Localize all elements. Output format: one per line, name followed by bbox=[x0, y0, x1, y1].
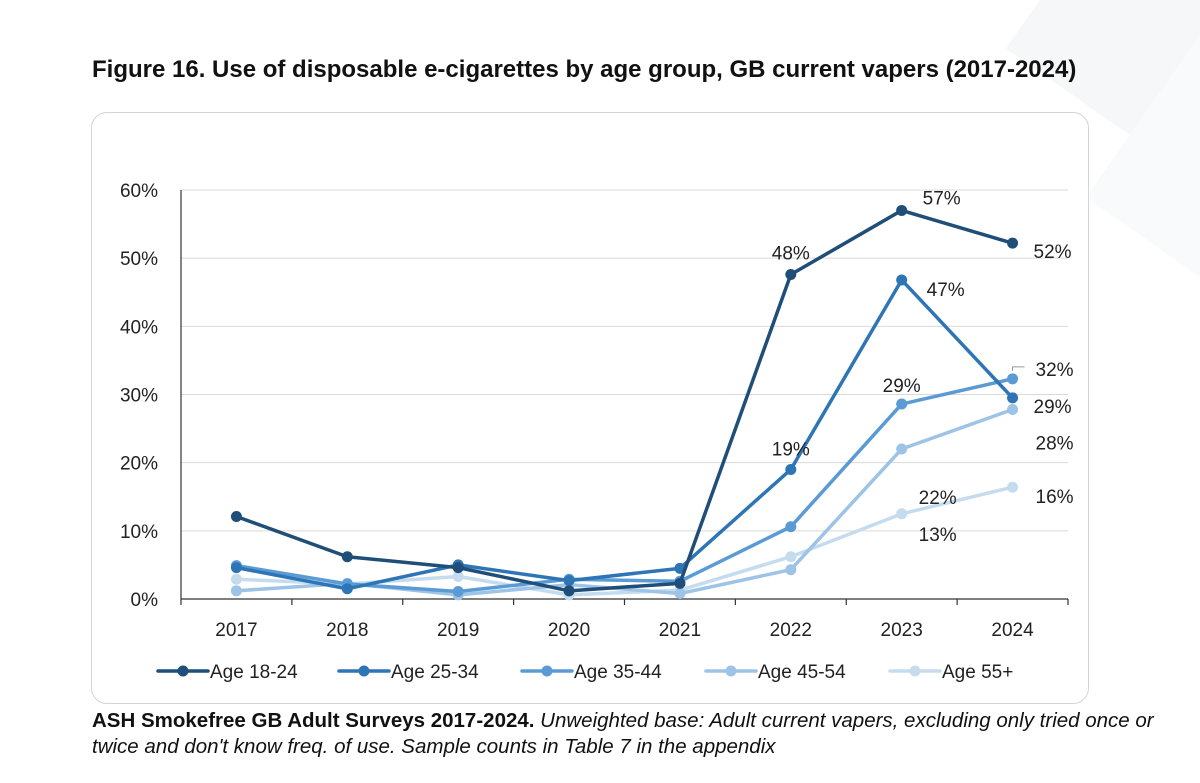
source-italic: Unweighted base: Adult current vapers, e… bbox=[92, 709, 1154, 758]
data-label: 47% bbox=[927, 280, 965, 301]
data-point bbox=[1007, 237, 1019, 249]
label-leader-line bbox=[1012, 366, 1025, 371]
series-line bbox=[234, 208, 1015, 593]
data-label: 28% bbox=[1036, 433, 1074, 454]
x-tick-label: 2022 bbox=[770, 620, 812, 641]
data-point bbox=[563, 585, 575, 597]
data-point bbox=[896, 508, 908, 520]
data-point bbox=[785, 521, 797, 533]
y-tick-label: 40% bbox=[120, 317, 158, 338]
data-point bbox=[230, 562, 242, 574]
legend-marker bbox=[725, 665, 737, 677]
data-label: 29% bbox=[1034, 397, 1072, 418]
data-label: 48% bbox=[772, 244, 810, 265]
x-tick-label: 2020 bbox=[548, 620, 590, 641]
y-tick-label: 30% bbox=[120, 386, 158, 407]
legend-marker bbox=[541, 665, 553, 677]
x-tick-label: 2017 bbox=[215, 620, 257, 641]
data-point bbox=[230, 585, 242, 597]
data-point bbox=[1007, 481, 1019, 493]
legend-marker bbox=[177, 665, 189, 677]
x-tick-label: 2023 bbox=[881, 620, 923, 641]
data-point bbox=[785, 269, 797, 281]
data-label: 13% bbox=[919, 525, 957, 546]
figure-title: Figure 16. Use of disposable e-cigarette… bbox=[92, 56, 1077, 83]
chart-card bbox=[91, 112, 1089, 704]
data-point bbox=[674, 577, 686, 589]
x-tick-label: 2021 bbox=[659, 620, 701, 641]
x-tick-label: 2024 bbox=[991, 620, 1034, 641]
data-point bbox=[230, 573, 242, 585]
data-label: 22% bbox=[919, 488, 957, 509]
legend-label: Age 55+ bbox=[942, 662, 1013, 683]
data-point bbox=[230, 511, 242, 523]
data-point bbox=[896, 443, 908, 455]
data-label: 16% bbox=[1036, 487, 1074, 508]
y-tick-label: 20% bbox=[120, 454, 158, 475]
data-point bbox=[341, 551, 353, 563]
data-label: 19% bbox=[772, 439, 810, 460]
legend-marker bbox=[358, 665, 370, 677]
data-point bbox=[896, 274, 908, 286]
gridlines bbox=[181, 189, 1068, 532]
series-line bbox=[234, 377, 1015, 594]
series-line bbox=[234, 485, 1015, 597]
legend: Age 18-24 Age 25-34 Age 35-44 Age 45-54 Age … bbox=[156, 662, 1013, 683]
data-label: 52% bbox=[1034, 242, 1072, 263]
data-label: 57% bbox=[923, 188, 961, 209]
y-tick-label: 10% bbox=[120, 522, 158, 543]
data-point bbox=[896, 398, 908, 410]
y-tick-label: 50% bbox=[120, 249, 158, 270]
y-tick-label: 0% bbox=[131, 590, 159, 611]
data-point bbox=[896, 204, 908, 216]
data-label: 29% bbox=[883, 376, 921, 397]
legend-marker bbox=[909, 665, 921, 677]
data-point bbox=[563, 575, 575, 587]
data-point bbox=[341, 583, 353, 595]
data-point bbox=[785, 463, 797, 475]
legend-label: Age 18-24 bbox=[210, 662, 298, 683]
data-point bbox=[1007, 392, 1019, 404]
source-note: ASH Smokefree GB Adult Surveys 2017-2024… bbox=[92, 708, 1172, 760]
legend-label: Age 25-34 bbox=[391, 662, 479, 683]
y-tick-label: 60% bbox=[120, 181, 158, 202]
data-point bbox=[674, 588, 686, 600]
data-point bbox=[452, 586, 464, 598]
data-point bbox=[1007, 373, 1019, 385]
data-label: 32% bbox=[1036, 360, 1074, 381]
series-line bbox=[234, 407, 1015, 597]
legend-label: Age 45-54 bbox=[758, 662, 846, 683]
data-labels: 48% 57% 52% 19% 47% 29% 29% 32% 22% 28% 13% 16% bbox=[772, 188, 1074, 545]
data-point bbox=[452, 571, 464, 583]
legend-label: Age 35-44 bbox=[574, 662, 662, 683]
data-point bbox=[452, 562, 464, 574]
source-bold: ASH Smokefree GB Adult Surveys 2017-2024… bbox=[92, 709, 535, 732]
axes bbox=[180, 190, 1069, 605]
series-lines bbox=[230, 204, 1019, 601]
data-point bbox=[1007, 403, 1019, 415]
x-tick-label: 2019 bbox=[437, 620, 479, 641]
data-point bbox=[785, 551, 797, 563]
tick-labels: 0% 10% 20% 30% 40% 50% 60% 2017 2018 2019 2020 2021… bbox=[120, 181, 1034, 641]
data-point bbox=[785, 564, 797, 576]
x-tick-label: 2018 bbox=[326, 620, 368, 641]
series-line bbox=[234, 278, 1015, 591]
